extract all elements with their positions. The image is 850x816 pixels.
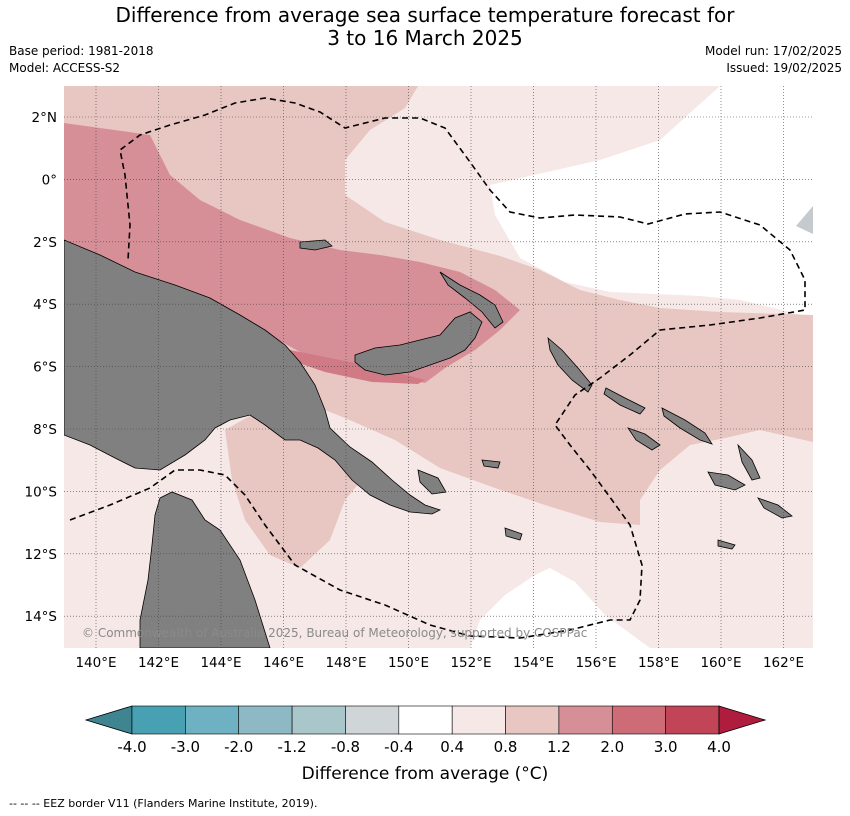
colorbar-segment xyxy=(611,705,666,735)
latitude-label: 12°S xyxy=(25,547,58,563)
colorbar-tick-label: -0.4 xyxy=(384,738,414,756)
eez-footnote: -- -- -- EEZ border V11 (Flanders Marine… xyxy=(9,797,318,810)
colorbar-tick-label: -1.2 xyxy=(277,738,307,756)
longitude-label: 162°E xyxy=(763,655,804,671)
guadalcanal-land xyxy=(627,427,661,451)
longitude-label: 140°E xyxy=(75,655,116,671)
graticule xyxy=(64,86,813,648)
new-britain-land xyxy=(354,311,483,376)
chart-title: Difference from average sea surface temp… xyxy=(0,4,850,50)
makira-land xyxy=(707,471,746,491)
colorbar-tick-label: 2.0 xyxy=(600,738,625,756)
colorbar-tick-label: -4.0 xyxy=(117,738,147,756)
latitude-label: 10°S xyxy=(25,484,58,500)
latitude-label: 2°S xyxy=(33,235,57,251)
bougainville-land xyxy=(547,336,593,393)
anomaly-band-warmer xyxy=(290,350,425,384)
base-period: Base period: 1981-2018 xyxy=(9,44,154,58)
colorbar-segment xyxy=(451,705,506,735)
colorbar-tick-label: 0.8 xyxy=(493,738,518,756)
colorbar-tick-label: 3.0 xyxy=(653,738,678,756)
dentrecasteaux-land xyxy=(417,469,447,495)
anomaly-near-average-north xyxy=(490,86,813,318)
colorbar-extend-high xyxy=(718,705,767,735)
latitude-label: 0° xyxy=(42,172,57,188)
new-guinea-land xyxy=(64,239,442,515)
colorbar-tick-label: 4.0 xyxy=(707,738,731,756)
small-island-land xyxy=(737,443,761,481)
colorbar-tick-label: -0.8 xyxy=(330,738,361,756)
colorbar-segment xyxy=(291,705,346,735)
issued-date: Issued: 19/02/2025 xyxy=(726,61,842,75)
choiseul-land xyxy=(603,387,646,415)
longitude-label: 142°E xyxy=(138,655,179,671)
longitude-label: 156°E xyxy=(575,655,616,671)
colorbar-segment xyxy=(398,705,453,735)
model-name: Model: ACCESS-S2 xyxy=(9,61,121,75)
longitude-label: 148°E xyxy=(325,655,366,671)
colorbar-tick-label: 0.4 xyxy=(440,738,465,756)
colorbar-tick-label: -2.0 xyxy=(224,738,254,756)
colorbar-segment xyxy=(345,705,400,735)
trobriand-land xyxy=(481,459,501,469)
new-ireland-land xyxy=(439,271,504,329)
model-run: Model run: 17/02/2025 xyxy=(704,44,842,58)
colorbar-segment xyxy=(131,705,186,735)
colorbar-segment xyxy=(505,705,560,735)
longitude-label: 158°E xyxy=(638,655,679,671)
latitude-label: 6°S xyxy=(33,360,57,376)
latitude-label: 2°N xyxy=(32,110,57,126)
meta-left: Base period: 1981-2018 Model: ACCESS-S2 xyxy=(9,43,154,77)
cape-york-land xyxy=(139,491,271,648)
latitude-label: 14°S xyxy=(25,609,58,625)
colorbar-segment xyxy=(238,705,293,735)
map-panel xyxy=(64,86,813,648)
title-line-1: Difference from average sea surface temp… xyxy=(115,3,735,27)
islet-land xyxy=(717,539,736,550)
copyright-text: © Commonwealth of Australia 2025, Bureau… xyxy=(82,626,587,640)
longitude-label: 160°E xyxy=(700,655,741,671)
colorbar-segment xyxy=(185,705,240,735)
manus-island-land xyxy=(299,239,333,251)
colorbar-title: Difference from average (°C) xyxy=(301,764,549,784)
colorbar-extend-low xyxy=(84,705,133,735)
longitude-label: 146°E xyxy=(263,655,304,671)
colorbar xyxy=(84,705,767,735)
longitude-label: 154°E xyxy=(513,655,554,671)
colorbar-tick-label: 1.2 xyxy=(546,738,571,756)
title-line-2: 3 to 16 March 2025 xyxy=(327,26,523,50)
colorbar-segment xyxy=(558,705,613,735)
louisiade-land xyxy=(504,527,523,541)
colorbar-tick-label: -3.0 xyxy=(170,738,200,756)
anomaly-near-average-south xyxy=(470,568,650,648)
longitude-label: 152°E xyxy=(450,655,491,671)
meta-right: Model run: 17/02/2025 Issued: 19/02/2025 xyxy=(705,43,842,77)
longitude-label: 144°E xyxy=(200,655,241,671)
longitude-labels: 140°E 142°E 144°E 146°E 148°E 150°E 152°E 154°E… xyxy=(75,655,804,671)
longitude-label: 150°E xyxy=(388,655,429,671)
latitude-label: 8°S xyxy=(33,422,57,438)
malaita-land xyxy=(661,407,713,445)
latitude-label: 4°S xyxy=(33,297,57,313)
anomaly-band-warm xyxy=(64,123,520,383)
colorbar-segment xyxy=(665,705,720,735)
cool-anomaly-patch xyxy=(796,206,813,234)
latitude-labels: 2°N 0° 2°S 4°S 6°S 8°S 10°S 12°S 14°S xyxy=(25,110,58,625)
